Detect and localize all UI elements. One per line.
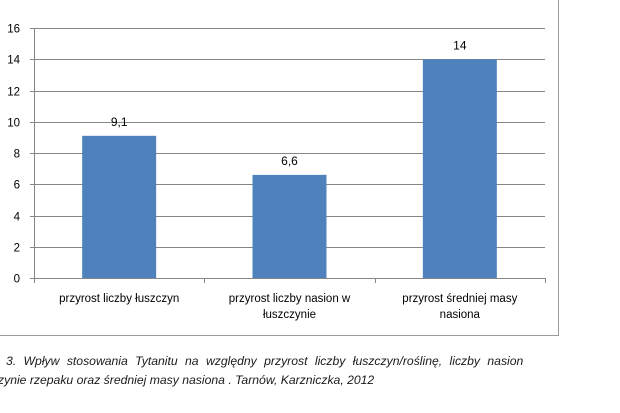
y-tick-label: 12 — [7, 87, 20, 99]
bar — [422, 59, 497, 278]
axes — [34, 28, 546, 283]
caption-line-1: 3. Wpływ stosowania Tytanitu na względny… — [6, 354, 524, 368]
category-label: przyrost liczby nasion w — [229, 293, 351, 305]
caption-line-2: zynie rzepaku oraz średniej masy nasiona… — [0, 373, 375, 387]
category-label: przyrost liczby łuszczyn — [59, 293, 179, 305]
data-label: 9,1 — [111, 115, 128, 129]
y-tick-label: 0 — [14, 274, 20, 286]
y-tick-label: 10 — [7, 118, 20, 130]
y-tick-label: 4 — [14, 212, 21, 224]
category-label: łuszczynie — [263, 309, 316, 321]
y-tick-label: 14 — [7, 55, 20, 67]
y-tick-label: 6 — [14, 180, 20, 192]
bars — [82, 59, 497, 278]
data-label: 6,6 — [281, 154, 298, 168]
labels: 0 2 4 6 8 10 12 14 16 9,1 przyrost liczby łuszczyn… — [7, 24, 517, 322]
chart-frame — [0, 0, 559, 336]
figure-caption: 3. Wpływ stosowania Tytanitu na względny… — [0, 352, 620, 390]
bar — [252, 174, 327, 278]
data-label: 14 — [453, 38, 467, 52]
bar — [82, 135, 157, 278]
category-label: nasiona — [440, 309, 481, 321]
y-tick-label: 16 — [7, 24, 20, 36]
y-tick-label: 2 — [14, 243, 20, 255]
y-tick-label: 8 — [14, 149, 20, 161]
bar-chart: 0 2 4 6 8 10 12 14 16 9,1 przyrost liczby łuszczyn… — [7, 24, 546, 322]
category-label: przyrost średniej masy — [402, 293, 517, 305]
